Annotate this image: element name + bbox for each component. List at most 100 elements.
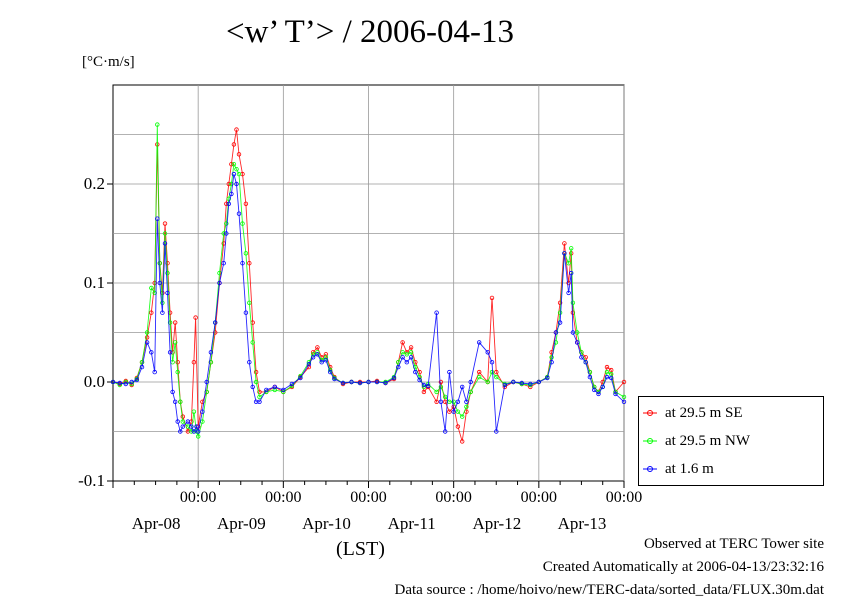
data-point (191, 429, 197, 434)
data-point (175, 369, 180, 375)
data-point (229, 161, 234, 167)
x-tick-date-label: Apr-08 (131, 514, 181, 533)
data-point (253, 379, 259, 385)
data-point (310, 352, 316, 357)
data-point (189, 429, 194, 434)
data-point (243, 251, 249, 256)
data-point (374, 379, 380, 385)
data-point (226, 181, 231, 187)
data-point (157, 280, 162, 286)
data-point (511, 379, 516, 385)
data-point (434, 399, 439, 404)
x-tick-time-label: 00:00 (605, 489, 643, 506)
data-point (489, 360, 495, 365)
data-point (162, 241, 168, 246)
legend-item: at 29.5 m SE (643, 401, 743, 425)
data-point (221, 261, 226, 266)
data-point (519, 380, 524, 386)
data-point (240, 261, 245, 266)
data-point (272, 387, 277, 393)
data-point (167, 320, 173, 325)
data-point (134, 377, 139, 383)
x-axis-label: (LST) (336, 538, 385, 560)
legend: at 29.5 m SE at 29.5 m NW at 1.6 m (638, 396, 824, 486)
legend-label: at 29.5 m SE (665, 404, 743, 421)
data-point (494, 429, 499, 434)
data-point (243, 310, 249, 315)
data-point (494, 369, 499, 375)
data-point (328, 369, 333, 375)
data-point (319, 360, 324, 365)
data-point (468, 379, 473, 385)
data-point (152, 290, 157, 296)
data-point (566, 290, 571, 296)
data-point (157, 261, 162, 266)
data-point (604, 374, 610, 380)
data-point (247, 300, 252, 305)
x-tick-date-label: Apr-10 (302, 514, 351, 533)
data-point (408, 350, 414, 355)
data-point (236, 211, 242, 216)
data-point (204, 379, 209, 385)
data-point (178, 399, 183, 404)
data-point (425, 383, 431, 389)
data-point (152, 369, 157, 375)
data-point (175, 360, 180, 365)
data-point (257, 394, 262, 400)
data-point (557, 300, 563, 305)
data-point (170, 350, 175, 355)
data-point (438, 399, 444, 404)
data-point (604, 369, 610, 375)
data-point (194, 424, 199, 429)
x-tick-time-label: 00:00 (179, 489, 217, 506)
data-point (236, 171, 242, 177)
data-point (443, 429, 448, 434)
legend-marker-icon (643, 438, 657, 444)
data-point (144, 335, 150, 340)
data-point (172, 340, 178, 345)
data-point (170, 389, 175, 395)
data-point (180, 424, 185, 429)
data-point (250, 384, 255, 390)
data-point (229, 181, 234, 187)
data-point (438, 384, 444, 390)
data-point (566, 261, 571, 266)
data-point (464, 404, 469, 409)
data-point (455, 409, 461, 414)
data-point (315, 352, 320, 357)
data-point (528, 381, 533, 387)
data-point (400, 355, 405, 360)
data-point (477, 340, 482, 345)
data-point (566, 280, 571, 286)
data-point (587, 374, 593, 380)
data-point (226, 201, 231, 206)
data-point (569, 246, 574, 251)
data-point (257, 399, 262, 404)
data-point (149, 285, 154, 291)
data-point (549, 360, 554, 365)
chart-title: <w’ T’> / 2006-04-13 (225, 14, 515, 50)
data-point (477, 369, 482, 375)
data-point (562, 251, 567, 256)
data-point (502, 382, 507, 388)
x-tick-time-label: 00:00 (520, 489, 558, 506)
data-point (208, 350, 214, 355)
data-point (613, 391, 618, 397)
data-point (609, 375, 614, 381)
data-point (357, 380, 363, 386)
data-point (310, 355, 316, 360)
data-point (557, 320, 563, 325)
series-line-3 (112, 173, 625, 434)
x-tick-time-label: 00:00 (435, 489, 472, 506)
data-point (226, 196, 231, 201)
data-point (243, 201, 249, 206)
y-tick-label: -0.1 (78, 471, 105, 490)
data-point (600, 384, 605, 390)
data-point (167, 350, 173, 355)
data-point (455, 399, 461, 404)
data-point (180, 419, 185, 424)
data-point (460, 439, 465, 444)
data-point (451, 399, 456, 404)
data-point (212, 320, 218, 325)
